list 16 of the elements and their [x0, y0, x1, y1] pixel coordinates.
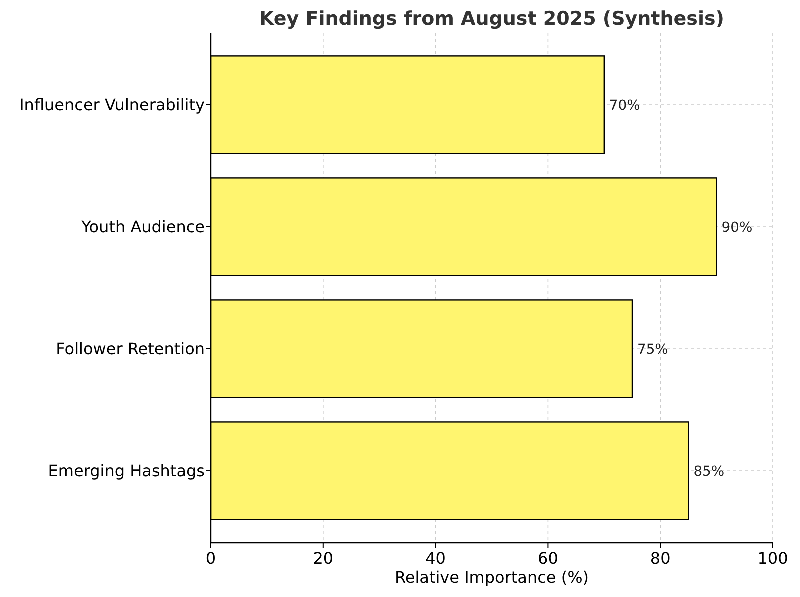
data-label: 85%: [694, 464, 725, 480]
y-tick-label: Influencer Vulnerability: [20, 96, 205, 115]
data-label: 75%: [638, 342, 668, 358]
x-tick-label: 100: [758, 548, 788, 568]
data-label: 90%: [722, 220, 753, 236]
chart-title: Key Findings from August 2025 (Synthesis): [259, 8, 725, 30]
data-label: 70%: [609, 98, 640, 114]
x-tick-label: 0: [206, 548, 216, 568]
x-tick-label: 60: [538, 548, 558, 568]
x-axis-title: Relative Importance (%): [394, 568, 590, 587]
x-tick-label: 80: [650, 548, 671, 568]
x-tick-label: 20: [313, 548, 334, 568]
y-tick-label: Youth Audience: [80, 218, 205, 237]
y-tick-label: Emerging Hashtags: [48, 462, 205, 481]
x-tick-label: 40: [426, 548, 446, 568]
y-tick-label: Follower Retention: [56, 340, 205, 359]
